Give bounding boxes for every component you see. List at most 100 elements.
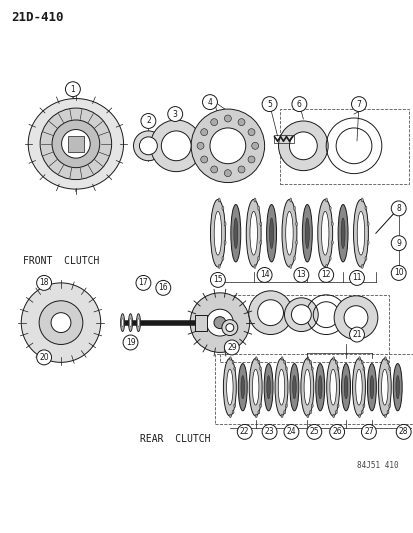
Text: 21: 21 <box>351 330 361 339</box>
Ellipse shape <box>300 358 313 416</box>
Ellipse shape <box>329 369 336 405</box>
Text: 28: 28 <box>398 427 408 437</box>
Ellipse shape <box>253 198 255 202</box>
Ellipse shape <box>355 369 361 405</box>
Ellipse shape <box>361 198 362 202</box>
Circle shape <box>289 132 316 160</box>
Circle shape <box>390 236 405 251</box>
Ellipse shape <box>317 199 332 267</box>
Text: FRONT  CLUTCH: FRONT CLUTCH <box>23 256 100 266</box>
Circle shape <box>135 276 150 290</box>
Ellipse shape <box>306 357 308 360</box>
Text: 3: 3 <box>172 109 177 118</box>
Ellipse shape <box>246 199 261 267</box>
Circle shape <box>40 108 112 180</box>
Circle shape <box>209 128 245 164</box>
Circle shape <box>155 280 170 295</box>
Ellipse shape <box>366 222 368 226</box>
Ellipse shape <box>229 357 231 360</box>
Ellipse shape <box>128 314 132 332</box>
Circle shape <box>349 327 363 342</box>
Circle shape <box>51 313 71 333</box>
Ellipse shape <box>386 410 388 414</box>
Ellipse shape <box>321 212 328 255</box>
Text: 6: 6 <box>296 100 301 109</box>
Text: 8: 8 <box>395 204 400 213</box>
Ellipse shape <box>232 360 233 364</box>
Ellipse shape <box>395 376 399 399</box>
Ellipse shape <box>353 199 368 267</box>
Ellipse shape <box>255 357 256 360</box>
Ellipse shape <box>269 218 273 248</box>
Ellipse shape <box>341 364 350 411</box>
Ellipse shape <box>223 240 225 245</box>
Circle shape <box>197 142 204 149</box>
Text: 18: 18 <box>39 278 49 287</box>
Text: 14: 14 <box>259 270 269 279</box>
Circle shape <box>293 268 308 282</box>
Circle shape <box>224 340 239 355</box>
Ellipse shape <box>364 256 366 260</box>
Ellipse shape <box>259 404 261 407</box>
Circle shape <box>390 201 405 216</box>
Ellipse shape <box>386 360 388 364</box>
Circle shape <box>140 114 155 128</box>
Ellipse shape <box>252 369 258 405</box>
Ellipse shape <box>137 319 139 327</box>
Ellipse shape <box>366 364 375 411</box>
Circle shape <box>390 265 405 280</box>
Ellipse shape <box>328 206 330 210</box>
Circle shape <box>237 424 252 439</box>
Ellipse shape <box>266 205 276 262</box>
Ellipse shape <box>232 410 233 414</box>
Ellipse shape <box>336 404 338 407</box>
Ellipse shape <box>255 414 256 418</box>
Text: 26: 26 <box>332 427 341 437</box>
Circle shape <box>206 309 233 336</box>
Circle shape <box>343 306 367 329</box>
Ellipse shape <box>129 319 131 327</box>
Circle shape <box>210 272 225 287</box>
Ellipse shape <box>305 218 309 248</box>
Ellipse shape <box>223 222 225 226</box>
Ellipse shape <box>362 367 364 370</box>
Ellipse shape <box>136 314 140 332</box>
Text: 25: 25 <box>309 427 318 437</box>
Ellipse shape <box>335 410 337 414</box>
Ellipse shape <box>388 404 390 407</box>
Text: 84J51 410: 84J51 410 <box>356 461 398 470</box>
Text: 23: 23 <box>264 427 274 437</box>
Ellipse shape <box>336 367 338 370</box>
Circle shape <box>133 131 163 161</box>
Circle shape <box>202 95 217 110</box>
Ellipse shape <box>218 264 220 269</box>
Ellipse shape <box>328 256 330 260</box>
Ellipse shape <box>214 212 221 255</box>
Circle shape <box>37 350 52 365</box>
Ellipse shape <box>257 360 259 364</box>
Ellipse shape <box>259 240 261 245</box>
Text: 20: 20 <box>39 353 49 362</box>
Ellipse shape <box>257 256 259 260</box>
Circle shape <box>333 296 377 340</box>
Text: 22: 22 <box>240 427 249 437</box>
Circle shape <box>284 298 318 332</box>
Ellipse shape <box>337 205 347 262</box>
Bar <box>195 314 206 330</box>
Ellipse shape <box>233 367 235 370</box>
Text: 12: 12 <box>320 270 330 279</box>
Ellipse shape <box>315 364 324 411</box>
Bar <box>219 295 388 362</box>
Ellipse shape <box>28 99 123 189</box>
Text: 4: 4 <box>207 98 212 107</box>
Ellipse shape <box>289 198 291 202</box>
Circle shape <box>256 268 271 282</box>
Ellipse shape <box>289 364 298 411</box>
Ellipse shape <box>293 206 295 210</box>
Circle shape <box>247 156 254 163</box>
Ellipse shape <box>233 218 237 248</box>
Circle shape <box>191 109 264 183</box>
Ellipse shape <box>257 206 259 210</box>
Ellipse shape <box>230 205 240 262</box>
Circle shape <box>210 166 217 173</box>
